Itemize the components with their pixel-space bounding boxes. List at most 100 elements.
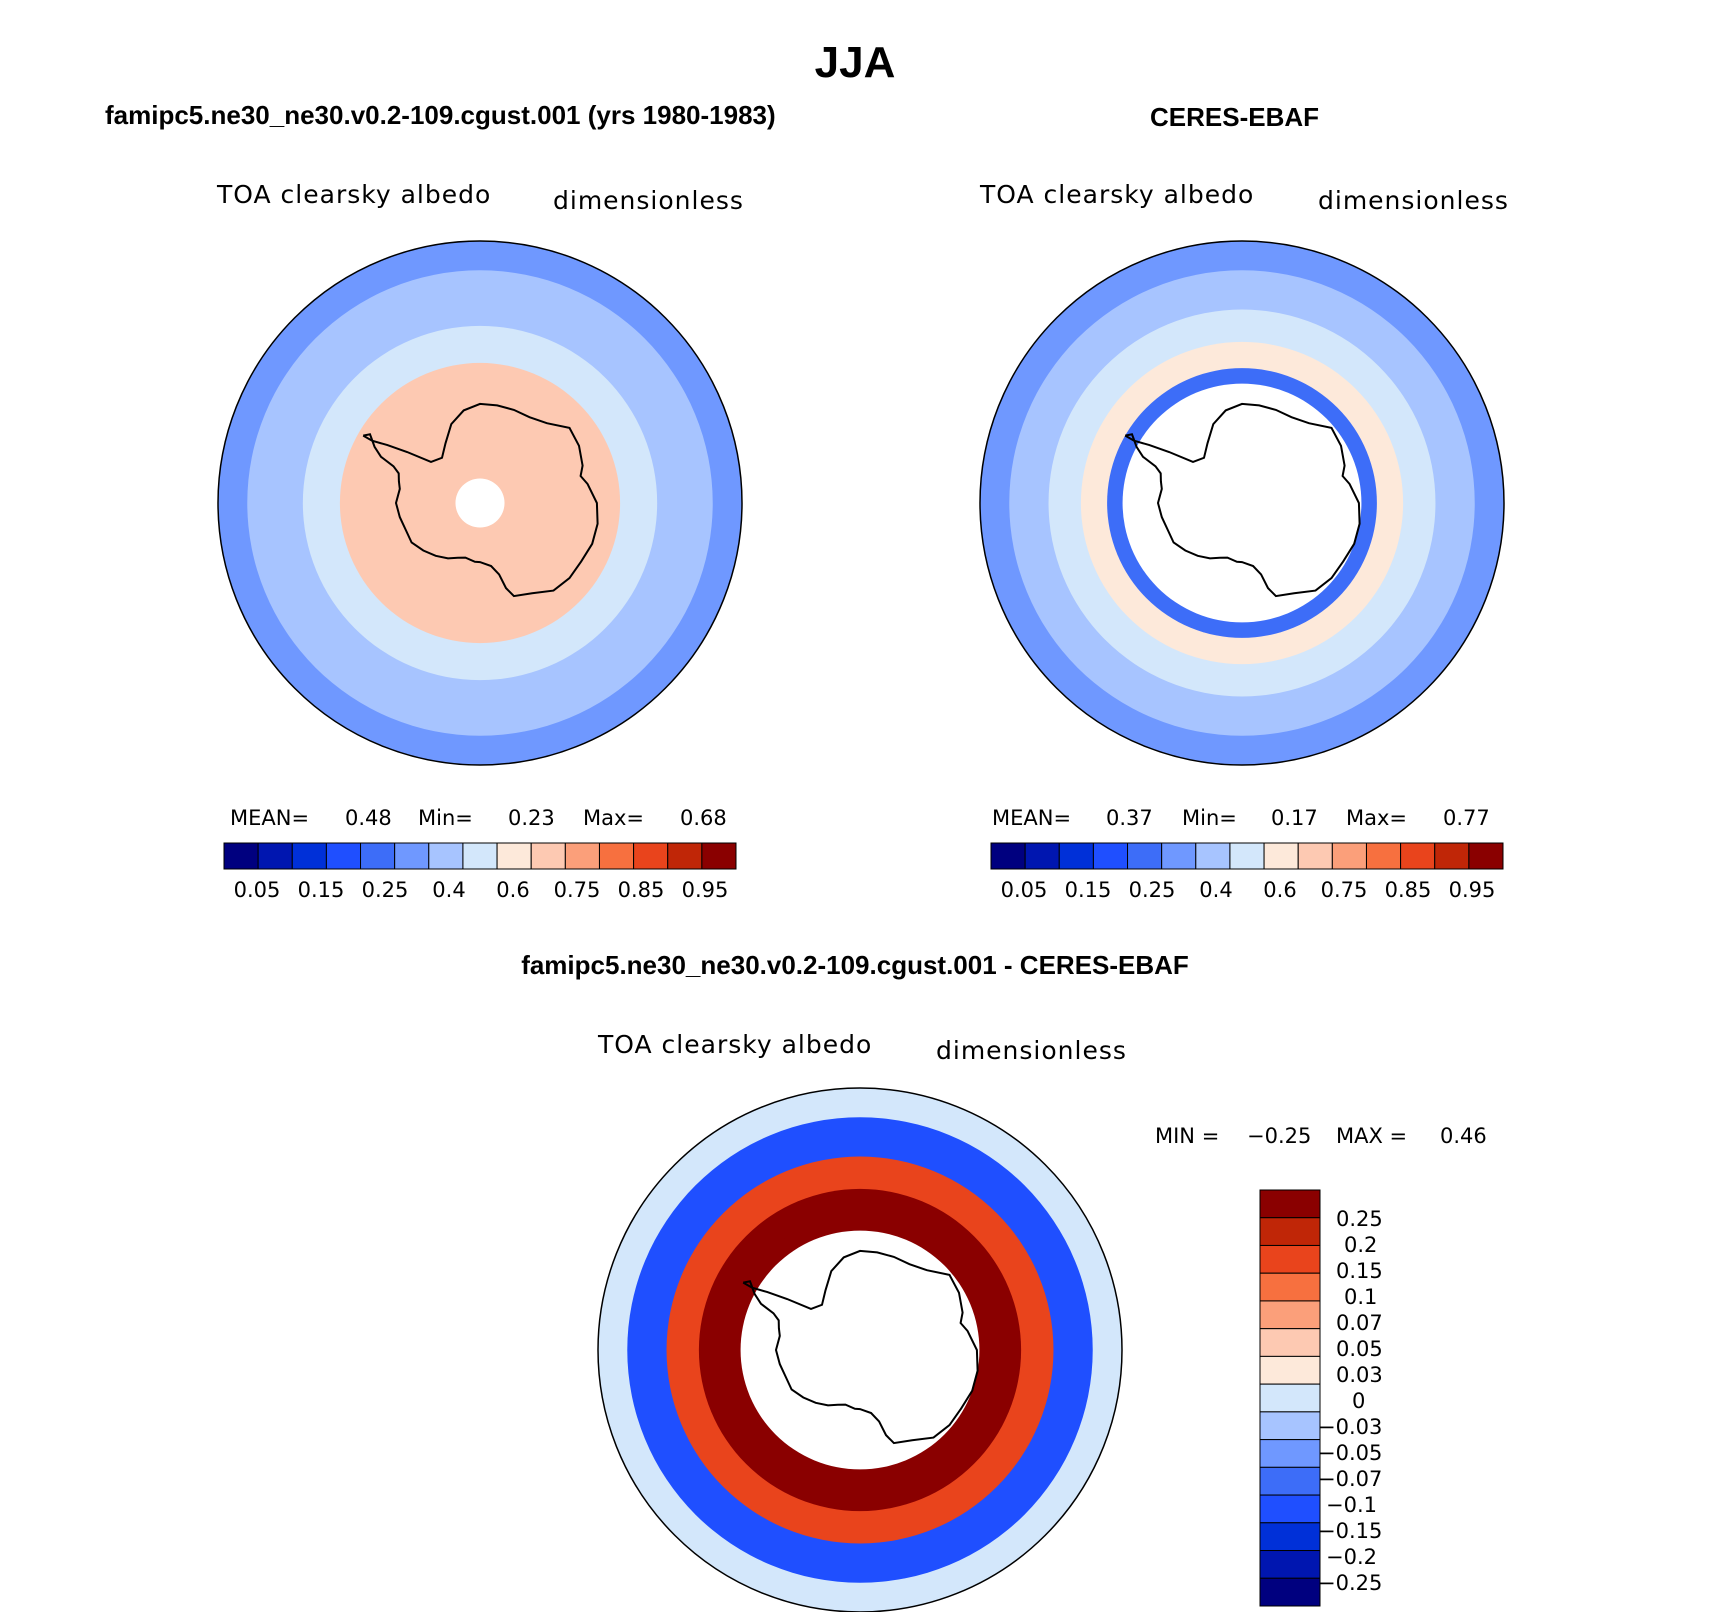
page-title: JJA — [814, 38, 896, 87]
panel3-tick: −0.1 — [1326, 1493, 1377, 1517]
panel1-map-map-boundary — [217, 240, 743, 766]
panel3-colorbar-box — [1259, 1383, 1321, 1413]
panel1-colorbar-box — [360, 842, 396, 870]
panel2-tick: 0.95 — [1448, 878, 1496, 902]
panel1-colorbar-box — [325, 842, 362, 870]
panel3-units-label: dimensionless — [936, 1036, 1127, 1065]
panel1-colorbar-box — [394, 842, 430, 870]
panel3-title: famipc5.ne30_ne30.v0.2-109.cgust.001 - C… — [521, 950, 1189, 980]
panel3-min-value: −0.25 — [1247, 1124, 1312, 1148]
panel2-tick: 0.85 — [1384, 878, 1432, 902]
panel1-mean-label: MEAN= — [230, 806, 310, 830]
panel1-tick: 0.15 — [297, 878, 345, 902]
panel3-tick: −0.07 — [1318, 1467, 1383, 1491]
panel3-tick: −0.15 — [1318, 1519, 1383, 1543]
panel3-tick: −0.2 — [1326, 1545, 1377, 1569]
panel1-colorbar-box — [564, 842, 600, 870]
panel1-tick: 0.25 — [361, 878, 409, 902]
panel2-min-value: 0.17 — [1271, 806, 1318, 830]
panel1-tick: 0.85 — [617, 878, 665, 902]
panel1-min-value: 0.23 — [508, 806, 555, 830]
panel1-colorbar-box — [257, 842, 293, 870]
panel1-variable-label: TOA clearsky albedo — [217, 180, 492, 209]
panel3-tick: 0 — [1352, 1389, 1366, 1413]
panel1-colorbar-box — [462, 842, 498, 870]
panel1-tick: 0.6 — [496, 878, 530, 902]
panel3-tick: 0.2 — [1344, 1233, 1378, 1257]
panel1-tick: 0.95 — [681, 878, 729, 902]
panel1-max-value: 0.68 — [680, 806, 727, 830]
panel1-max-label: Max= — [583, 806, 645, 830]
panel3-colorbar-box — [1259, 1411, 1321, 1441]
panel2-colorbar-box — [1024, 842, 1060, 870]
panel2-tick: 0.75 — [1320, 878, 1368, 902]
panel3-map-coastline — [742, 1249, 979, 1445]
panel2-colorbar-box — [1331, 842, 1367, 870]
panel1-tick: 0.75 — [553, 878, 601, 902]
panel3-colorbar-box — [1259, 1355, 1321, 1385]
panel3-max-value: 0.46 — [1440, 1124, 1487, 1148]
panel1-title: famipc5.ne30_ne30.v0.2-109.cgust.001 (yr… — [105, 100, 776, 130]
panel2-units-label: dimensionless — [1318, 186, 1509, 215]
panel3-tick: 0.15 — [1336, 1259, 1383, 1283]
panel3-colorbar-box — [1259, 1300, 1321, 1330]
panel2-colorbar-box — [1229, 842, 1265, 870]
panel2-colorbar-box — [1297, 842, 1333, 870]
panel2-colorbar-box — [1468, 842, 1504, 870]
panel2-colorbar-box — [1195, 842, 1231, 870]
panel2-colorbar-box — [1400, 842, 1436, 870]
panel3-max-label: MAX = — [1336, 1124, 1408, 1148]
panel3-colorbar-box — [1259, 1439, 1321, 1468]
panel3-tick: 0.03 — [1336, 1363, 1383, 1387]
panel1-colorbar-box — [633, 842, 669, 870]
panel3-tick: 0.07 — [1336, 1311, 1383, 1335]
panel1-tick: 0.4 — [432, 878, 466, 902]
panel3-colorbar-box — [1259, 1328, 1321, 1357]
panel1-colorbar-box — [428, 842, 464, 870]
panel1-colorbar-box — [223, 842, 259, 870]
panel2-title: CERES-EBAF — [1150, 102, 1320, 132]
panel2-max-value: 0.77 — [1443, 806, 1490, 830]
panel3-colorbar-box — [1259, 1494, 1321, 1524]
panel3-map-band — [740, 1230, 980, 1470]
panel2-mean-value: 0.37 — [1106, 806, 1153, 830]
panel2-max-label: Max= — [1346, 806, 1408, 830]
panel2-variable-label: TOA clearsky albedo — [980, 180, 1255, 209]
panel2-map-coastline — [1124, 402, 1361, 598]
panel2-tick: 0.6 — [1263, 878, 1297, 902]
panel3-variable-label: TOA clearsky albedo — [598, 1030, 873, 1059]
panel2-colorbar-box — [1263, 842, 1299, 870]
panel2-tick: 0.4 — [1199, 878, 1233, 902]
panel2-tick: 0.25 — [1128, 878, 1176, 902]
panel1-map-band — [455, 478, 505, 528]
panel2-tick: 0.15 — [1064, 878, 1112, 902]
panel1-mean-value: 0.48 — [345, 806, 392, 830]
panel3-colorbar-box — [1259, 1272, 1321, 1302]
panel2-colorbar-box — [990, 842, 1026, 870]
panel1-colorbar-box — [701, 842, 737, 870]
panel2-tick: 0.05 — [1000, 878, 1048, 902]
panel3-tick: −0.03 — [1318, 1415, 1383, 1439]
panel3-tick: −0.25 — [1318, 1571, 1383, 1595]
panel1-tick: 0.05 — [233, 878, 281, 902]
panel3-colorbar-box — [1259, 1189, 1321, 1219]
panel2-colorbar-box — [1434, 842, 1470, 870]
panel2-min-label: Min= — [1182, 806, 1237, 830]
panel3-tick: 0.1 — [1344, 1285, 1378, 1309]
panel3-colorbar-box — [1259, 1217, 1321, 1246]
panel3-colorbar-box — [1259, 1550, 1321, 1579]
panel1-colorbar-box — [496, 842, 532, 870]
panel2-colorbar-box — [1058, 842, 1094, 870]
panel3-colorbar-box — [1259, 1522, 1321, 1552]
panel3-tick: 0.05 — [1336, 1337, 1383, 1361]
panel2-map-band — [1122, 383, 1362, 623]
panel3-tick: −0.05 — [1318, 1441, 1383, 1465]
panel2-map-map-boundary — [979, 240, 1505, 766]
panel1-units-label: dimensionless — [553, 186, 744, 215]
panel1-colorbar-box — [667, 842, 703, 870]
panel3-min-label: MIN = — [1155, 1124, 1220, 1148]
panel2-colorbar-box — [1127, 842, 1163, 870]
panel3-colorbar-box — [1259, 1244, 1321, 1274]
panel2-colorbar-box — [1092, 842, 1129, 870]
panel1-min-label: Min= — [418, 806, 473, 830]
